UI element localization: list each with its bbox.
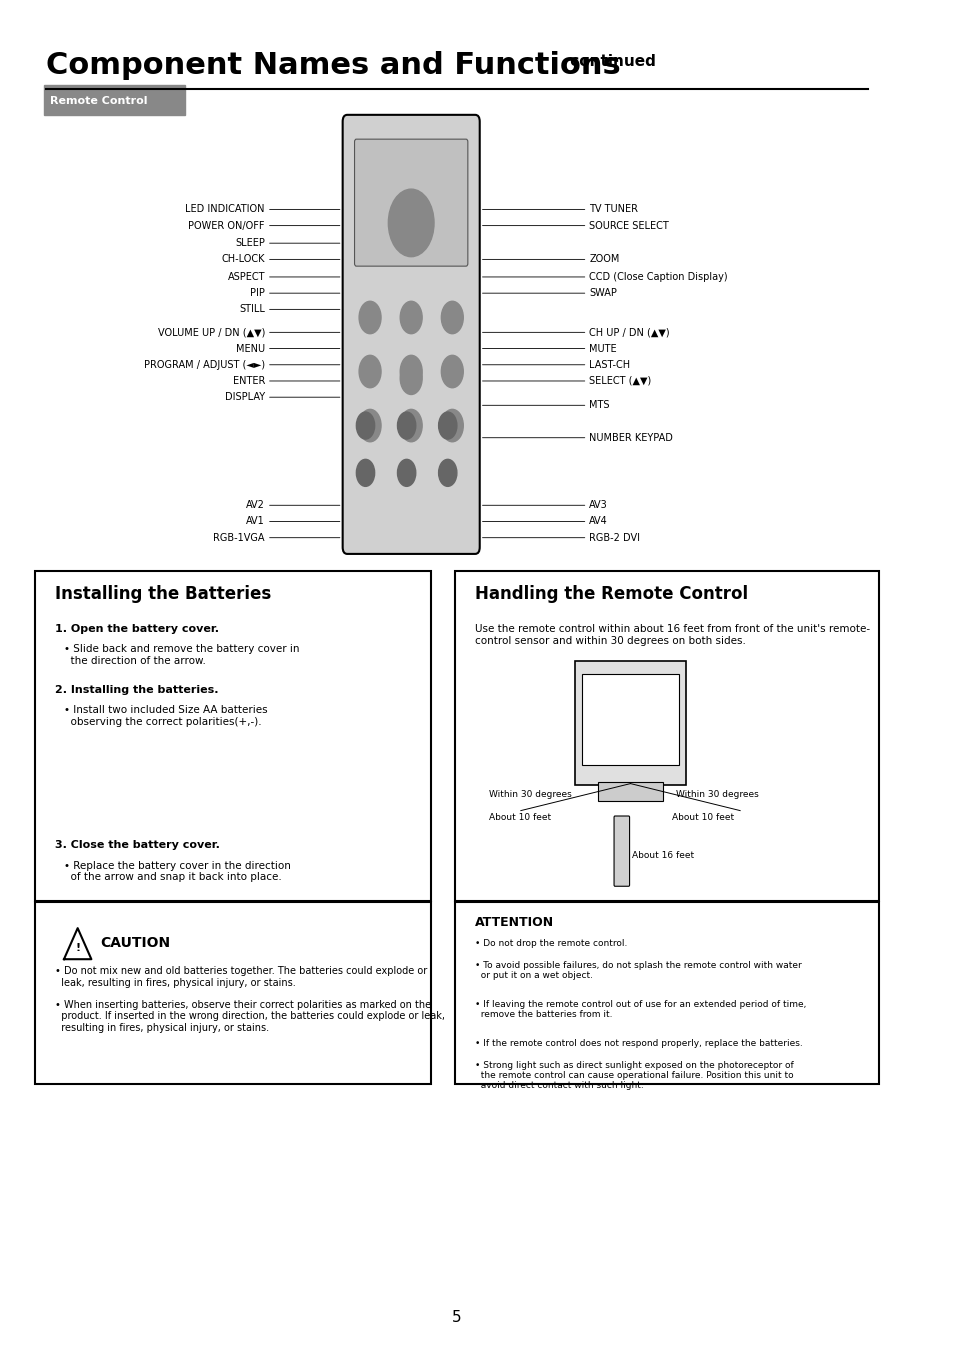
Text: 1. Open the battery cover.: 1. Open the battery cover.: [54, 624, 218, 634]
Text: ZOOM: ZOOM: [589, 254, 619, 265]
Text: CH UP / DN (▲▼): CH UP / DN (▲▼): [589, 327, 669, 338]
Text: !: !: [75, 943, 81, 954]
Text: 3. Close the battery cover.: 3. Close the battery cover.: [54, 840, 219, 850]
Text: MUTE: MUTE: [589, 343, 617, 354]
Text: SOURCE SELECT: SOURCE SELECT: [589, 220, 668, 231]
Text: Within 30 degrees: Within 30 degrees: [676, 790, 759, 800]
Text: • Do not drop the remote control.: • Do not drop the remote control.: [475, 939, 627, 948]
Text: Component Names and Functions: Component Names and Functions: [46, 51, 619, 80]
Text: CAUTION: CAUTION: [100, 936, 171, 950]
Text: • If leaving the remote control out of use for an extended period of time,
  rem: • If leaving the remote control out of u…: [475, 1000, 805, 1019]
Text: 2. Installing the batteries.: 2. Installing the batteries.: [54, 685, 218, 694]
Text: • Replace the battery cover in the direction
  of the arrow and snap it back int: • Replace the battery cover in the direc…: [64, 861, 291, 882]
Circle shape: [438, 412, 456, 439]
Text: SELECT (▲▼): SELECT (▲▼): [589, 376, 651, 386]
Text: ENTER: ENTER: [233, 376, 265, 386]
Text: About 10 feet: About 10 feet: [488, 813, 551, 821]
Text: • Strong light such as direct sunlight exposed on the photoreceptor of
  the rem: • Strong light such as direct sunlight e…: [475, 1061, 793, 1090]
Text: continued: continued: [564, 54, 655, 69]
Circle shape: [397, 412, 416, 439]
Text: About 16 feet: About 16 feet: [632, 851, 694, 859]
Text: PIP: PIP: [250, 288, 265, 299]
Text: NUMBER KEYPAD: NUMBER KEYPAD: [589, 432, 673, 443]
Text: 5: 5: [452, 1309, 461, 1325]
Text: Remote Control: Remote Control: [51, 96, 148, 105]
Circle shape: [356, 412, 375, 439]
Circle shape: [358, 355, 380, 388]
Text: • Install two included Size AA batteries
  observing the correct polarities(+,-): • Install two included Size AA batteries…: [64, 705, 267, 727]
FancyBboxPatch shape: [44, 85, 184, 115]
Circle shape: [400, 362, 422, 394]
Text: RGB-2 DVI: RGB-2 DVI: [589, 532, 639, 543]
FancyBboxPatch shape: [355, 139, 467, 266]
Circle shape: [441, 355, 463, 388]
Text: • Slide back and remove the battery cover in
  the direction of the arrow.: • Slide back and remove the battery cove…: [64, 644, 299, 666]
Circle shape: [397, 459, 416, 486]
Text: AV2: AV2: [246, 500, 265, 511]
Circle shape: [400, 301, 422, 334]
Circle shape: [441, 409, 463, 442]
Circle shape: [400, 409, 422, 442]
Text: SLEEP: SLEEP: [234, 238, 265, 249]
Text: MENU: MENU: [235, 343, 265, 354]
Text: CCD (Close Caption Display): CCD (Close Caption Display): [589, 272, 727, 282]
Circle shape: [388, 189, 434, 257]
Circle shape: [438, 459, 456, 486]
Text: Use the remote control within about 16 feet from front of the unit's remote-
con: Use the remote control within about 16 f…: [475, 624, 869, 646]
Text: ATTENTION: ATTENTION: [475, 916, 554, 929]
FancyBboxPatch shape: [574, 661, 685, 785]
FancyBboxPatch shape: [342, 115, 479, 554]
Text: PROGRAM / ADJUST (◄►): PROGRAM / ADJUST (◄►): [144, 359, 265, 370]
Text: About 10 feet: About 10 feet: [671, 813, 733, 821]
Text: • Do not mix new and old batteries together. The batteries could explode or
  le: • Do not mix new and old batteries toget…: [54, 966, 427, 988]
Text: ASPECT: ASPECT: [227, 272, 265, 282]
FancyBboxPatch shape: [581, 674, 679, 765]
Text: TV TUNER: TV TUNER: [589, 204, 638, 215]
Text: RGB-1VGA: RGB-1VGA: [213, 532, 265, 543]
Text: • If the remote control does not respond properly, replace the batteries.: • If the remote control does not respond…: [475, 1039, 802, 1048]
FancyBboxPatch shape: [34, 902, 431, 1084]
Text: Within 30 degrees: Within 30 degrees: [488, 790, 571, 800]
Text: MTS: MTS: [589, 400, 609, 411]
Text: POWER ON/OFF: POWER ON/OFF: [189, 220, 265, 231]
Text: LED INDICATION: LED INDICATION: [185, 204, 265, 215]
Text: LAST-CH: LAST-CH: [589, 359, 630, 370]
Text: VOLUME UP / DN (▲▼): VOLUME UP / DN (▲▼): [157, 327, 265, 338]
Text: SWAP: SWAP: [589, 288, 617, 299]
FancyBboxPatch shape: [34, 571, 431, 901]
Text: AV1: AV1: [246, 516, 265, 527]
Circle shape: [400, 355, 422, 388]
Polygon shape: [64, 928, 91, 959]
FancyBboxPatch shape: [455, 571, 878, 901]
Text: Installing the Batteries: Installing the Batteries: [54, 585, 271, 603]
Text: Handling the Remote Control: Handling the Remote Control: [475, 585, 747, 603]
Text: STILL: STILL: [239, 304, 265, 315]
Text: AV3: AV3: [589, 500, 607, 511]
Text: CH-LOCK: CH-LOCK: [221, 254, 265, 265]
Text: AV4: AV4: [589, 516, 607, 527]
FancyBboxPatch shape: [455, 902, 878, 1084]
Text: • To avoid possible failures, do not splash the remote control with water
  or p: • To avoid possible failures, do not spl…: [475, 961, 801, 979]
Circle shape: [356, 459, 375, 486]
Circle shape: [358, 301, 380, 334]
Circle shape: [441, 301, 463, 334]
Text: • When inserting batteries, observe their correct polarities as marked on the
  : • When inserting batteries, observe thei…: [54, 1000, 444, 1034]
Circle shape: [358, 409, 380, 442]
FancyBboxPatch shape: [614, 816, 629, 886]
FancyBboxPatch shape: [597, 782, 662, 801]
Text: DISPLAY: DISPLAY: [225, 392, 265, 403]
